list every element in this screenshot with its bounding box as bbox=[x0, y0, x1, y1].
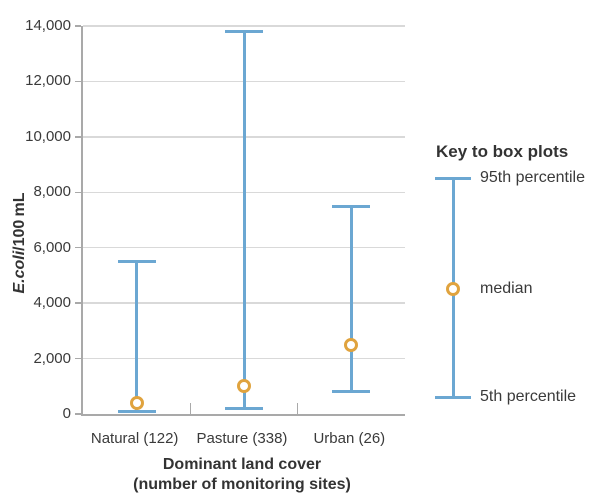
gridline-14000 bbox=[83, 25, 405, 27]
whisker-line-urban bbox=[349, 206, 353, 392]
whisker-line-pasture bbox=[242, 31, 246, 409]
legend-95th-label: 95th percentile bbox=[480, 169, 585, 186]
y-tick-mark-4000 bbox=[75, 302, 81, 304]
whisker-cap-5th-pasture bbox=[225, 406, 263, 410]
y-tick-mark-8000 bbox=[75, 191, 81, 194]
median-point-natural bbox=[129, 395, 144, 410]
y-tick-label: 10,000 bbox=[25, 127, 71, 145]
y-tick-mark-10000 bbox=[75, 136, 81, 138]
whisker-cap-5th-natural bbox=[117, 409, 156, 413]
legend-5th-cap bbox=[435, 395, 471, 399]
whisker-cap-95th-urban bbox=[332, 204, 371, 208]
y-tick-mark-6000 bbox=[75, 246, 81, 249]
x-axis-title-line1: Dominant land cover bbox=[162, 456, 322, 473]
legend-5th-label: 5th percentile bbox=[480, 388, 577, 405]
y-tick-mark-14000 bbox=[75, 25, 81, 27]
median-point-pasture bbox=[237, 379, 251, 394]
category-label-natural: Natural (122) bbox=[90, 430, 179, 447]
y-tick-label: 0 bbox=[62, 405, 71, 422]
x-axis-boundary-tick bbox=[296, 403, 299, 414]
y-tick-label: 4,000 bbox=[33, 294, 71, 312]
legend-median-point bbox=[446, 282, 460, 296]
y-tick-label: 2,000 bbox=[33, 349, 71, 367]
y-axis-title-italic: E.coli bbox=[11, 250, 28, 294]
y-tick-label: 12,000 bbox=[25, 72, 71, 90]
y-tick-mark-12000 bbox=[75, 80, 81, 83]
x-axis-title-line2: (number of monitoring sites) bbox=[133, 476, 351, 493]
x-axis-title: Dominant land cover (number of monitorin… bbox=[81, 455, 403, 495]
y-tick-mark-0 bbox=[75, 413, 81, 415]
whisker-cap-95th-natural bbox=[117, 260, 156, 264]
legend-95th-cap bbox=[435, 176, 471, 180]
legend-title: Key to box plots bbox=[436, 142, 569, 161]
plot-area bbox=[81, 25, 405, 416]
y-tick-label: 14,000 bbox=[25, 17, 71, 34]
x-axis-boundary-tick bbox=[189, 403, 192, 414]
category-label-urban: Urban (26) bbox=[313, 430, 386, 447]
legend-median-label: median bbox=[480, 280, 533, 297]
whisker-cap-95th-pasture bbox=[225, 30, 263, 34]
median-point-urban bbox=[344, 337, 359, 352]
y-tick-label: 8,000 bbox=[33, 183, 71, 201]
whisker-line-natural bbox=[135, 261, 139, 412]
category-label-pasture: Pasture (338) bbox=[196, 430, 288, 447]
y-tick-mark-2000 bbox=[75, 357, 81, 360]
whisker-cap-5th-urban bbox=[332, 390, 371, 394]
y-tick-label: 6,000 bbox=[33, 238, 71, 256]
